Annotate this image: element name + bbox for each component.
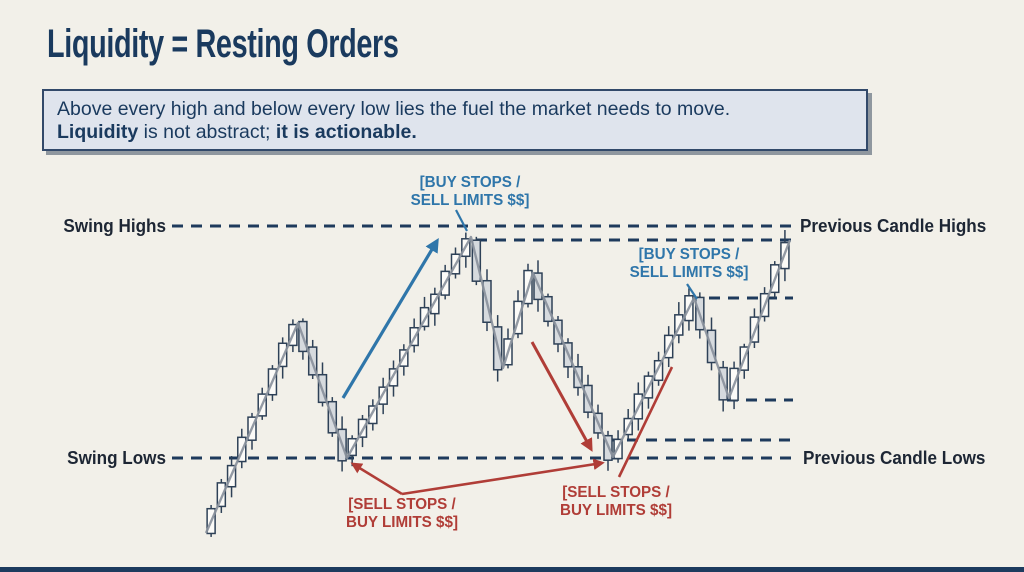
candle-up	[430, 293, 440, 315]
annotation-buy-stops-right: [BUY STOPS / SELL LIMITS $$]	[594, 246, 784, 281]
callout-line-2-mid: is not abstract;	[138, 121, 276, 143]
annotation-line: BUY LIMITS $$]	[559, 501, 673, 519]
previous-candle-highs-label: Previous Candle Highs	[800, 216, 987, 236]
annotation-line: [BUY STOPS /	[638, 246, 740, 263]
annotation-line: SELL LIMITS $$]	[629, 263, 749, 281]
annotation-line: [SELL STOPS /	[348, 496, 456, 513]
annotation-arrows	[341, 209, 698, 496]
candle-up	[277, 342, 288, 368]
page-title: Liquidity = Resting Orders	[47, 22, 399, 66]
annotation-line: BUY LIMITS $$]	[345, 513, 459, 531]
callout-line-2: Liquidity is not abstract; it is actiona…	[57, 121, 853, 144]
candle-up	[674, 314, 684, 336]
annotation-buy-stops-top: [BUY STOPS / SELL LIMITS $$]	[375, 174, 565, 209]
annotation-sell-stops-left: [SELL STOPS / BUY LIMITS $$]	[307, 496, 497, 531]
buy-stops-top-pointer	[455, 209, 468, 232]
footer-accent-bar	[0, 567, 1024, 572]
callout-bold-liquidity: Liquidity	[57, 121, 139, 143]
annotation-line: [SELL STOPS /	[562, 484, 670, 501]
buy-stops-right-pointer	[686, 283, 698, 300]
annotation-sell-stops-right: [SELL STOPS / BUY LIMITS $$]	[521, 484, 711, 519]
candle-up	[653, 359, 664, 382]
candle-up	[216, 482, 227, 508]
callout-box: Above every high and below every low lie…	[42, 89, 868, 151]
sell-sweep-arrow	[530, 341, 593, 452]
sell-stops-right-pointer	[617, 366, 674, 478]
swing-highs-label: Swing Highs	[63, 216, 167, 236]
sell-stops-right-arrow	[401, 458, 605, 496]
swing-lows-label: Swing Lows	[67, 448, 166, 468]
annotation-line: [BUY STOPS /	[419, 174, 521, 191]
candle-up	[419, 306, 430, 328]
annotation-line: SELL LIMITS $$]	[410, 191, 530, 209]
buy-stops-run-arrow	[341, 237, 439, 399]
sell-stops-left-arrow	[350, 462, 403, 496]
callout-line-2-period: .	[411, 121, 417, 143]
previous-candle-lows-label: Previous Candle Lows	[803, 448, 986, 468]
price-swing-trendline	[204, 235, 792, 534]
callout-bold-actionable: it is actionable	[275, 121, 412, 143]
candle-up	[368, 405, 378, 425]
callout-line-1: Above every high and below every low lie…	[57, 98, 731, 120]
